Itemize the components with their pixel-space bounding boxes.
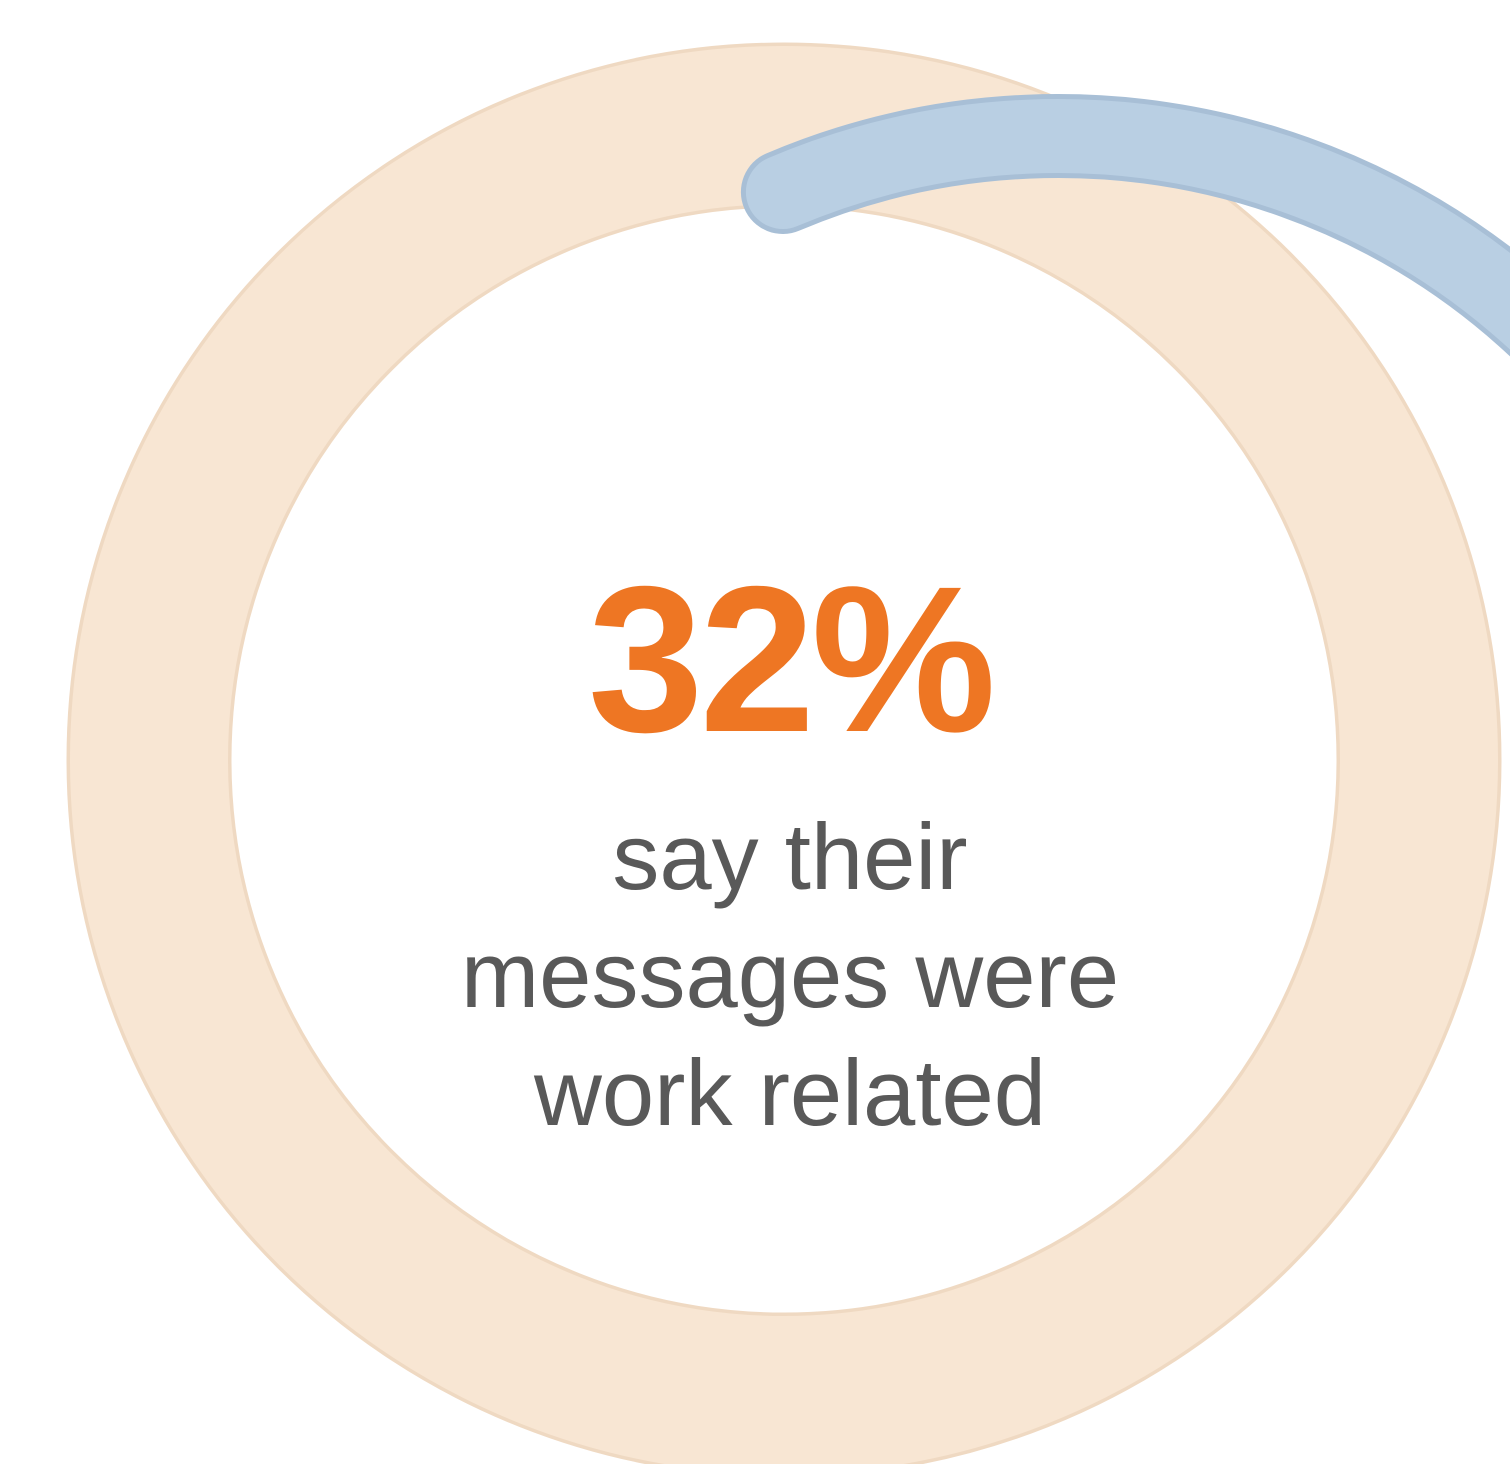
ring-track (70, 46, 1498, 1464)
progress-arc (745, 99, 1510, 350)
caption: say their messages were work related (355, 798, 1225, 1152)
center-text: 32% say their messages were work related (355, 544, 1225, 1152)
percentage-value: 32% (587, 544, 996, 776)
caption-line-2: messages were (460, 922, 1120, 1027)
caption-line-1: say their (612, 804, 968, 909)
caption-line-3: work related (534, 1040, 1046, 1145)
